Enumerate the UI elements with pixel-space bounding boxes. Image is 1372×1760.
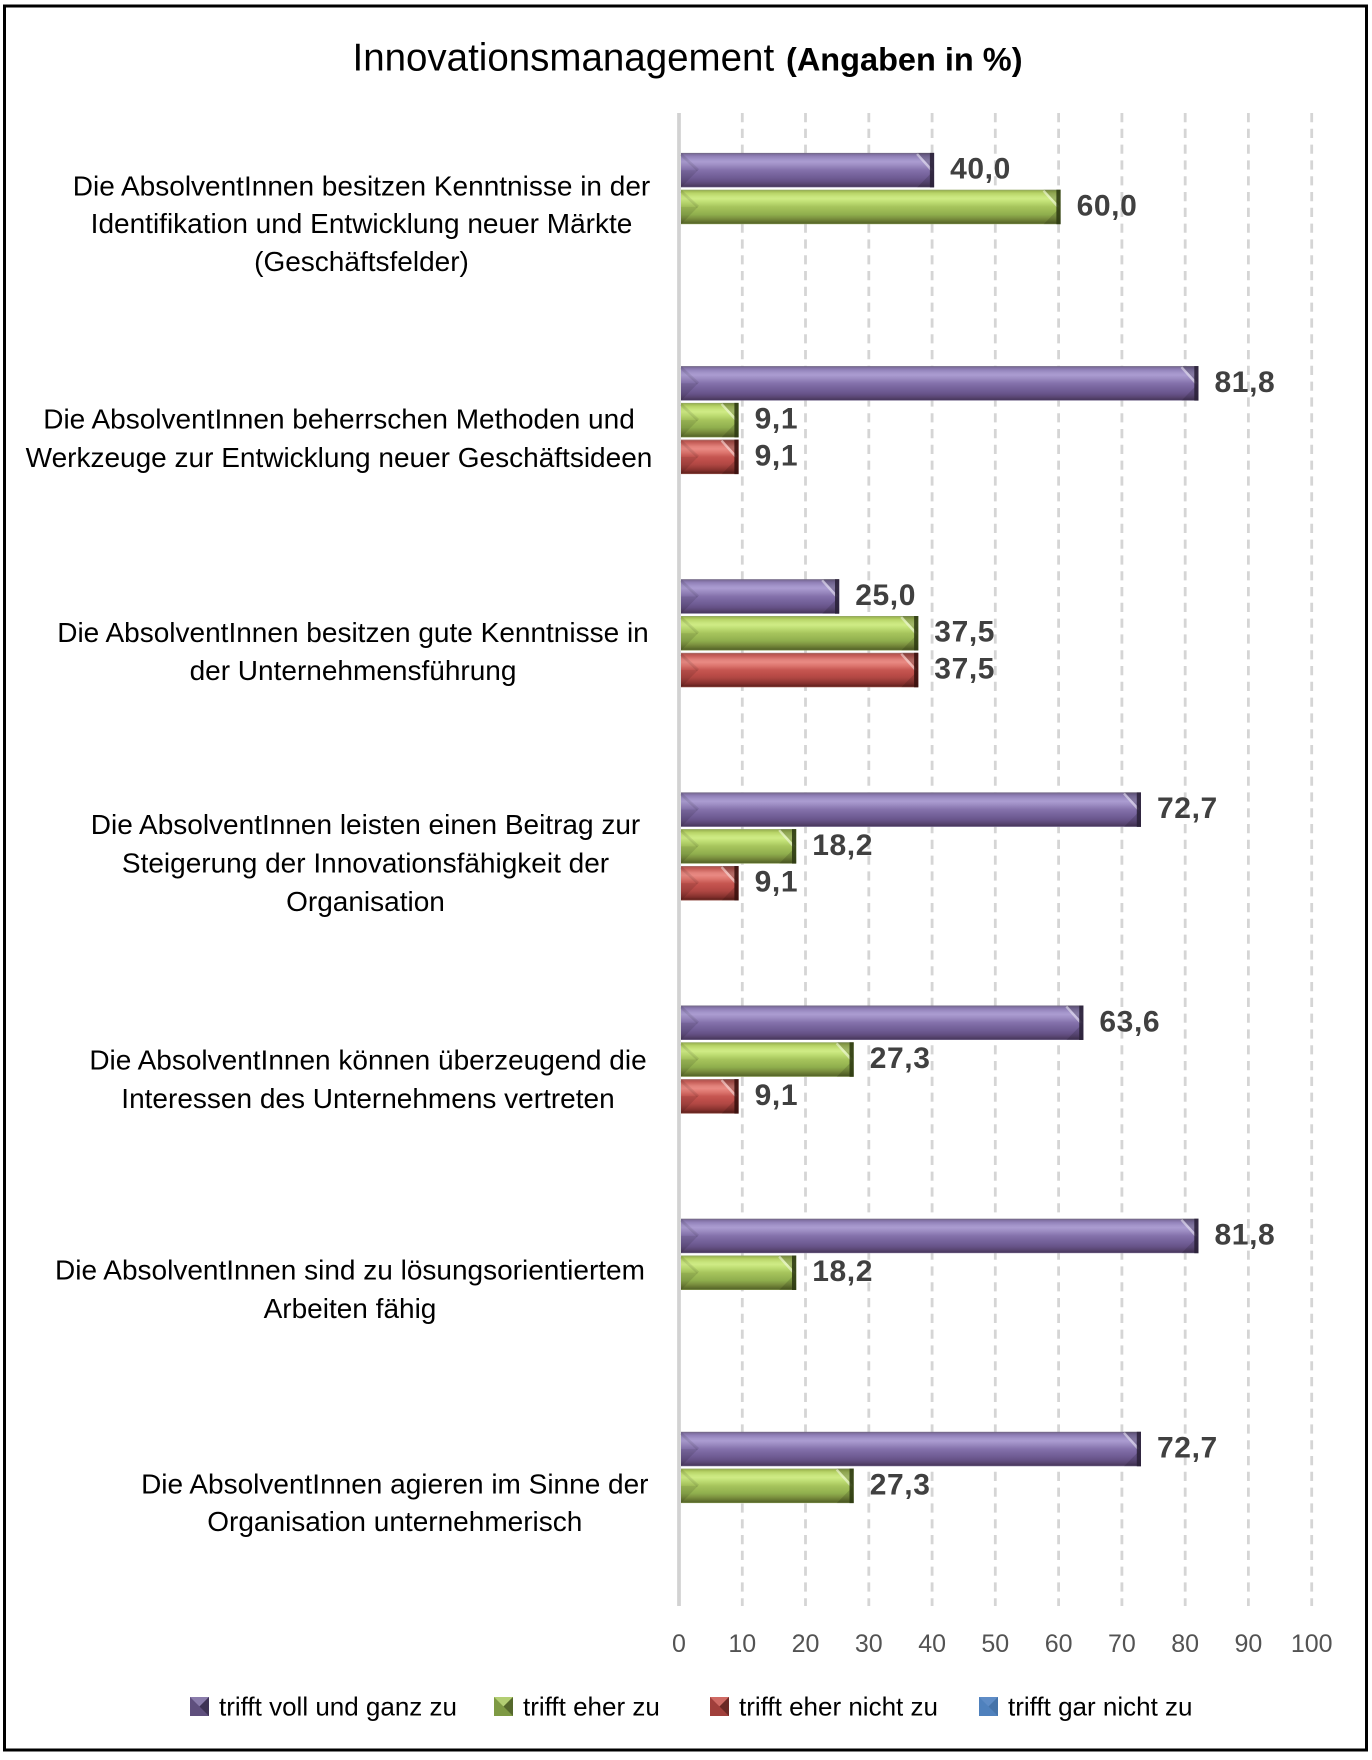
svg-text:70: 70: [1108, 1630, 1136, 1658]
svg-text:18,2: 18,2: [812, 829, 873, 862]
svg-text:Die AbsolventInnen beherrschen: Die AbsolventInnen beherrschen Methoden …: [43, 403, 635, 434]
svg-text:20: 20: [792, 1630, 820, 1658]
svg-text:trifft eher nicht zu: trifft eher nicht zu: [739, 1692, 938, 1722]
svg-text:50: 50: [981, 1630, 1009, 1658]
svg-text:trifft voll und ganz zu: trifft voll und ganz zu: [219, 1692, 457, 1722]
svg-text:80: 80: [1171, 1630, 1199, 1658]
svg-text:37,5: 37,5: [934, 616, 995, 649]
svg-text:72,7: 72,7: [1157, 792, 1218, 825]
svg-text:trifft gar nicht zu: trifft gar nicht zu: [1008, 1692, 1193, 1722]
svg-text:9,1: 9,1: [755, 866, 799, 899]
svg-text:81,8: 81,8: [1215, 1218, 1276, 1251]
svg-text:Die AbsolventInnen agieren im: Die AbsolventInnen agieren im Sinne der: [141, 1468, 648, 1499]
svg-text:27,3: 27,3: [870, 1042, 931, 1075]
svg-text:Die AbsolventInnen können über: Die AbsolventInnen können überzeugend di…: [89, 1044, 646, 1075]
svg-text:Werkzeuge zur Entwicklung neue: Werkzeuge zur Entwicklung neuer Geschäft…: [26, 442, 653, 473]
svg-text:Steigerung der Innovationsfähi: Steigerung der Innovationsfähigkeit der: [122, 848, 609, 879]
svg-text:Die AbsolventInnen sind zu lös: Die AbsolventInnen sind zu lösungsorient…: [55, 1254, 645, 1285]
svg-text:9,1: 9,1: [755, 1079, 799, 1112]
svg-text:72,7: 72,7: [1157, 1432, 1218, 1465]
svg-text:Identifikation und Entwicklung: Identifikation und Entwicklung neuer Mär…: [91, 208, 633, 239]
svg-text:100: 100: [1291, 1630, 1333, 1658]
svg-text:Die AbsolventInnen leisten ein: Die AbsolventInnen leisten einen Beitrag…: [91, 809, 640, 840]
svg-text:27,3: 27,3: [870, 1468, 931, 1501]
svg-text:90: 90: [1234, 1630, 1262, 1658]
svg-text:18,2: 18,2: [812, 1255, 873, 1288]
svg-text:40,0: 40,0: [950, 153, 1011, 186]
svg-text:Innovationsmanagement: Innovationsmanagement: [353, 37, 775, 80]
svg-text:9,1: 9,1: [755, 439, 799, 472]
svg-text:9,1: 9,1: [755, 403, 799, 436]
svg-text:Organisation: Organisation: [286, 886, 445, 917]
svg-text:30: 30: [855, 1630, 883, 1658]
svg-text:Organisation unternehmerisch: Organisation unternehmerisch: [207, 1506, 582, 1537]
svg-text:40: 40: [918, 1630, 946, 1658]
svg-text:Arbeiten fähig: Arbeiten fähig: [264, 1293, 437, 1324]
svg-text:25,0: 25,0: [855, 579, 916, 612]
svg-text:Interessen des Unternehmens ve: Interessen des Unternehmens vertreten: [121, 1083, 614, 1114]
svg-text:63,6: 63,6: [1099, 1005, 1160, 1038]
svg-text:37,5: 37,5: [934, 653, 995, 686]
svg-text:(Angaben in %): (Angaben in %): [786, 42, 1023, 78]
svg-text:10: 10: [728, 1630, 756, 1658]
svg-text:Die AbsolventInnen besitzen gu: Die AbsolventInnen besitzen gute Kenntni…: [57, 617, 649, 648]
svg-text:0: 0: [672, 1630, 686, 1658]
svg-text:60,0: 60,0: [1077, 189, 1138, 222]
svg-text:(Geschäftsfelder): (Geschäftsfelder): [254, 246, 469, 277]
svg-text:der Unternehmensführung: der Unternehmensführung: [190, 655, 517, 686]
svg-text:81,8: 81,8: [1215, 366, 1276, 399]
svg-text:60: 60: [1045, 1630, 1073, 1658]
svg-text:Die AbsolventInnen besitzen Ke: Die AbsolventInnen besitzen Kenntnisse i…: [73, 171, 651, 202]
svg-text:trifft eher zu: trifft eher zu: [523, 1692, 660, 1722]
